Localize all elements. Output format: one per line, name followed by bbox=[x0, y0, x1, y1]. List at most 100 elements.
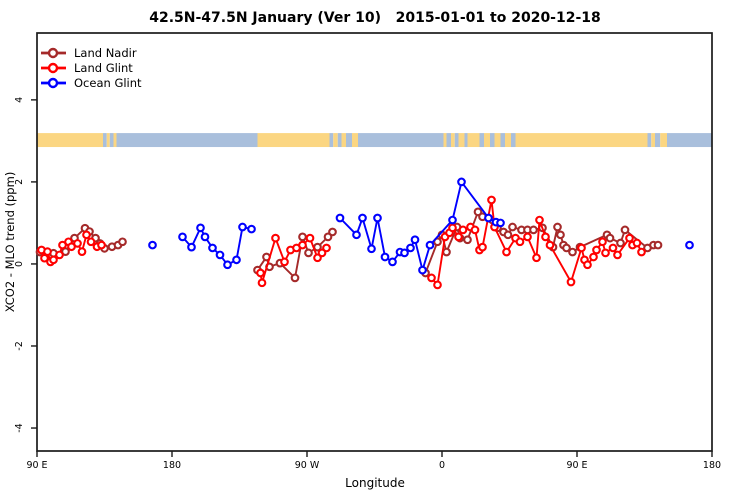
map-strip-ocean-segment bbox=[655, 133, 661, 148]
data-point bbox=[605, 233, 615, 243]
data-point bbox=[427, 273, 436, 283]
legend-label: Land Nadir bbox=[74, 46, 137, 60]
map-strip-ocean-segment bbox=[647, 133, 652, 148]
data-point bbox=[625, 233, 634, 243]
data-point bbox=[388, 257, 397, 267]
y-tick-label: 4 bbox=[14, 97, 25, 103]
data-point bbox=[223, 260, 232, 270]
map-strip-ocean-segment bbox=[103, 133, 107, 148]
map-strip-land-segment bbox=[113, 133, 117, 148]
y-tick-label: -4 bbox=[14, 423, 25, 432]
data-point bbox=[425, 240, 435, 250]
data-point bbox=[418, 265, 427, 275]
map-strip-ocean-segment bbox=[337, 133, 342, 148]
data-point bbox=[86, 237, 96, 247]
data-point bbox=[442, 247, 451, 257]
map-strip-land-segment bbox=[458, 133, 465, 148]
data-point bbox=[55, 250, 64, 260]
data-point bbox=[583, 260, 592, 270]
data-point bbox=[529, 225, 538, 235]
data-point bbox=[545, 240, 555, 250]
map-strip-land-segment bbox=[484, 133, 490, 148]
data-point bbox=[322, 243, 331, 253]
map-strip-ocean-segment bbox=[346, 133, 352, 148]
legend-marker bbox=[47, 62, 59, 74]
data-point bbox=[280, 257, 289, 267]
map-strip-ocean-segment bbox=[500, 133, 505, 148]
data-point bbox=[685, 240, 694, 250]
data-point bbox=[232, 255, 241, 265]
data-point bbox=[503, 230, 513, 240]
data-point bbox=[484, 213, 493, 223]
map-strip-ocean-segment bbox=[667, 133, 712, 148]
x-tick-label: 90 E bbox=[26, 460, 47, 471]
data-point bbox=[304, 248, 313, 258]
map-strip-land-segment bbox=[352, 133, 358, 148]
map-strip-ocean-segment bbox=[454, 133, 459, 148]
data-point bbox=[448, 215, 457, 225]
data-point bbox=[463, 235, 472, 245]
legend-marker bbox=[47, 77, 59, 89]
data-point bbox=[97, 240, 106, 250]
data-point bbox=[502, 247, 511, 257]
data-point bbox=[118, 237, 127, 247]
data-point bbox=[496, 218, 505, 228]
map-strip-land-segment bbox=[515, 133, 648, 148]
map-strip-land-segment bbox=[443, 133, 447, 148]
data-point bbox=[298, 232, 307, 242]
x-tick-label: 0 bbox=[439, 460, 445, 471]
map-strip-land-segment bbox=[257, 133, 330, 148]
plot-border bbox=[36, 32, 713, 452]
y-tick-label: -2 bbox=[14, 341, 25, 350]
data-point bbox=[271, 233, 280, 243]
data-point bbox=[257, 278, 267, 288]
data-point bbox=[454, 232, 463, 242]
data-point bbox=[247, 224, 256, 234]
data-point bbox=[553, 222, 562, 232]
data-point bbox=[589, 252, 598, 262]
data-point bbox=[305, 233, 315, 243]
data-point bbox=[367, 244, 376, 254]
data-point bbox=[470, 225, 480, 235]
data-point bbox=[487, 195, 496, 205]
data-point bbox=[566, 277, 576, 287]
data-point bbox=[73, 239, 82, 248]
data-point bbox=[238, 222, 247, 232]
x-tick-label: 90 W bbox=[295, 460, 320, 471]
y-tick-label: 0 bbox=[14, 261, 25, 267]
data-point bbox=[178, 232, 187, 242]
map-strip-ocean-segment bbox=[329, 133, 334, 148]
legend-label: Ocean Glint bbox=[74, 76, 142, 90]
x-tick-label: 90 E bbox=[566, 460, 587, 471]
map-strip-ocean-segment bbox=[464, 133, 468, 148]
data-point bbox=[358, 213, 367, 223]
x-tick-label: 180 bbox=[163, 460, 181, 471]
map-strip-land-segment bbox=[467, 133, 480, 148]
map-strip-land-segment bbox=[505, 133, 511, 148]
data-point bbox=[40, 253, 49, 263]
data-point bbox=[562, 243, 571, 253]
data-point bbox=[637, 247, 646, 257]
data-point bbox=[43, 247, 52, 256]
data-point bbox=[148, 240, 157, 250]
data-point bbox=[400, 248, 409, 258]
data-point bbox=[601, 248, 610, 258]
data-point bbox=[196, 223, 205, 233]
data-point bbox=[556, 230, 565, 240]
legend-label: Land Glint bbox=[74, 61, 133, 75]
map-strip-ocean-segment bbox=[109, 133, 114, 148]
data-point bbox=[77, 247, 87, 256]
data-point bbox=[598, 237, 607, 247]
data-point bbox=[458, 225, 468, 235]
data-point bbox=[49, 255, 58, 265]
data-point bbox=[592, 245, 601, 255]
data-point bbox=[410, 235, 420, 245]
map-strip-land-segment bbox=[651, 133, 655, 148]
map-strip-land-segment bbox=[660, 133, 667, 148]
map-strip-ocean-segment bbox=[446, 133, 451, 148]
y-tick-label: 2 bbox=[14, 179, 25, 185]
data-point bbox=[535, 215, 544, 225]
data-point bbox=[608, 243, 618, 253]
data-point bbox=[523, 232, 532, 242]
